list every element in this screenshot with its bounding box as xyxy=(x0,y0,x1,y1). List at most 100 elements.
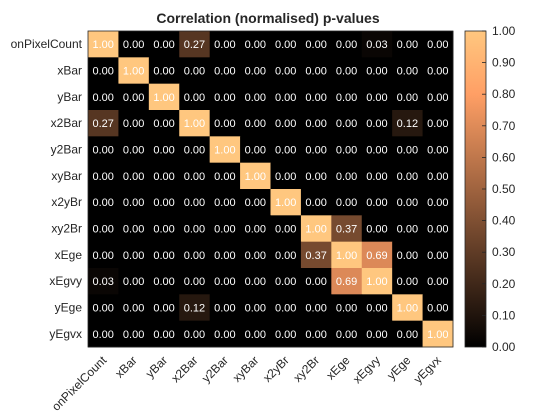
heatmap-cell xyxy=(331,215,363,243)
cell-value-label: 0.00 xyxy=(366,92,387,104)
cell-value-label: 0.00 xyxy=(336,66,357,78)
heatmap-cell xyxy=(148,136,180,164)
cell-value-label: 0.00 xyxy=(275,145,296,157)
cell-value-label: 1.00 xyxy=(123,66,144,78)
heatmap-cell xyxy=(209,241,241,269)
heatmap-cell xyxy=(331,320,363,348)
heatmap-cell xyxy=(88,241,119,269)
heatmap-cell xyxy=(179,110,211,137)
heatmap-cell xyxy=(88,83,119,111)
heatmap-cell xyxy=(392,136,423,164)
heatmap-cell xyxy=(240,241,271,269)
heatmap-cell xyxy=(331,268,363,295)
heatmap-cell xyxy=(361,241,393,269)
heatmap-cell xyxy=(118,31,150,58)
cell-value-label: 0.00 xyxy=(336,145,357,157)
heatmap-cell xyxy=(300,83,332,111)
heatmap-cell xyxy=(361,83,393,111)
cell-value-label: 0.00 xyxy=(275,276,296,288)
cell-value-label: 0.00 xyxy=(123,303,144,315)
cell-value-label: 1.00 xyxy=(275,197,296,209)
heatmap-cell xyxy=(88,268,119,295)
heatmap-cell xyxy=(118,268,150,295)
heatmap-cell xyxy=(361,268,393,295)
cell-value-label: 0.00 xyxy=(153,329,174,341)
y-tick-label: xEge xyxy=(55,248,83,262)
heatmap-cell xyxy=(331,189,363,216)
heatmap-cell xyxy=(300,162,332,190)
heatmap-cell xyxy=(270,268,302,295)
cell-value-label: 0.00 xyxy=(245,276,266,288)
cell-value-label: 0.00 xyxy=(427,145,448,157)
y-tick-label: xEgvy xyxy=(49,274,82,288)
heatmap-cell xyxy=(240,268,271,295)
heatmap-cell xyxy=(392,241,423,269)
cell-value-label: 0.00 xyxy=(275,39,296,51)
heatmap-cell xyxy=(361,189,393,216)
heatmap-cell xyxy=(179,294,211,322)
cell-value-label: 0.00 xyxy=(397,171,418,183)
heatmap-cell xyxy=(148,215,180,243)
y-axis-tick-labels: onPixelCount xBar yBar x2Bar y2Bar xyBar x2yBr… xyxy=(11,37,83,341)
cell-value-label: 0.00 xyxy=(275,92,296,104)
cell-value-label: 0.00 xyxy=(397,66,418,78)
cell-value-label: 0.00 xyxy=(397,276,418,288)
x-tick-label: x2Bar xyxy=(169,353,201,385)
heatmap-cell xyxy=(148,268,180,295)
cell-value-label: 0.00 xyxy=(214,276,235,288)
colorbar-tick-label: 0.70 xyxy=(492,119,516,133)
heatmap-cell xyxy=(270,241,302,269)
cell-value-label: 0.00 xyxy=(397,197,418,209)
heatmap-cell xyxy=(300,31,332,58)
cell-value-label: 0.12 xyxy=(184,303,205,315)
heatmap-cell xyxy=(422,294,454,322)
cell-value-label: 0.00 xyxy=(123,329,144,341)
heatmap-cell xyxy=(392,268,423,295)
cell-value-label: 0.00 xyxy=(184,250,205,262)
heatmap-cell xyxy=(118,162,150,190)
cell-value-label: 0.00 xyxy=(123,250,144,262)
cell-value-label: 0.00 xyxy=(366,171,387,183)
cell-value-label: 0.00 xyxy=(397,39,418,51)
cell-value-label: 0.27 xyxy=(184,39,205,51)
heatmap-cell xyxy=(179,136,211,164)
colorbar-tick-label: 0.10 xyxy=(492,308,516,322)
cell-value-label: 0.00 xyxy=(92,66,113,78)
cell-value-label: 0.00 xyxy=(275,118,296,130)
cell-value-label: 0.69 xyxy=(336,276,357,288)
heatmap-cell xyxy=(209,189,241,216)
cell-value-label: 0.00 xyxy=(153,66,174,78)
cell-value-label: 0.00 xyxy=(305,92,326,104)
cell-value-label: 0.00 xyxy=(214,66,235,78)
y-tick-label: xy2Br xyxy=(51,222,82,236)
heatmap-cell xyxy=(331,162,363,190)
y-tick-label: xyBar xyxy=(51,169,82,183)
cell-value-label: 0.00 xyxy=(92,224,113,236)
cell-value-label: 1.00 xyxy=(427,329,448,341)
cell-value-label: 0.12 xyxy=(397,118,418,130)
cell-value-label: 0.00 xyxy=(245,66,266,78)
cell-value-label: 0.00 xyxy=(336,171,357,183)
cell-value-label: 0.00 xyxy=(397,329,418,341)
cell-value-label: 0.00 xyxy=(366,303,387,315)
cell-value-label: 0.00 xyxy=(305,145,326,157)
cell-value-label: 0.00 xyxy=(366,224,387,236)
x-tick-label: yBar xyxy=(143,353,170,380)
heatmap-cell xyxy=(392,57,423,85)
heatmap-cell xyxy=(270,110,302,137)
heatmap-cell xyxy=(300,241,332,269)
heatmap-cell xyxy=(179,83,211,111)
plot-frame xyxy=(87,30,454,348)
cell-value-label: 0.00 xyxy=(184,145,205,157)
heatmap-cell xyxy=(179,215,211,243)
cell-value-label: 0.00 xyxy=(366,197,387,209)
heatmap-cell xyxy=(300,57,332,85)
heatmap-cell xyxy=(240,320,271,348)
cell-value-label: 0.00 xyxy=(184,171,205,183)
heatmap-cell xyxy=(240,110,271,137)
cell-value-label: 0.00 xyxy=(214,171,235,183)
colorbar-tick-label: 0.20 xyxy=(492,277,516,291)
cell-value-label: 0.00 xyxy=(427,303,448,315)
heatmap-cell xyxy=(361,31,393,58)
